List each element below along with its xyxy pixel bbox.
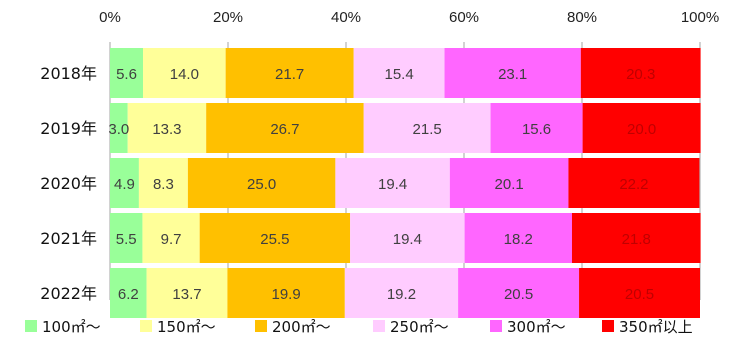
bar-segment (187, 158, 336, 208)
data-label: 25.0 (247, 176, 276, 193)
legend-swatch (255, 320, 267, 332)
bar-segment (571, 213, 701, 263)
legend-label: 150㎡〜 (157, 318, 216, 336)
data-label: 6.2 (118, 286, 139, 303)
bar-segment (350, 213, 465, 263)
data-label: 15.6 (522, 121, 551, 138)
bar-segment (353, 48, 445, 98)
bar-segment (146, 268, 228, 318)
data-label: 14.0 (170, 66, 199, 83)
x-tick-label: 100% (681, 9, 719, 26)
bar-segment (344, 268, 459, 318)
data-label: 8.3 (153, 176, 174, 193)
data-label: 19.4 (393, 231, 422, 248)
bar-segment (568, 158, 700, 208)
bar-segment (199, 213, 351, 263)
data-label: 19.2 (387, 286, 416, 303)
category-label: 2022年 (40, 284, 97, 303)
legend-swatch (490, 320, 502, 332)
data-label: 5.5 (116, 231, 137, 248)
data-label: 20.1 (495, 176, 524, 193)
bar-segment (127, 103, 207, 153)
data-label: 13.3 (152, 121, 181, 138)
legend-swatch (373, 320, 385, 332)
bar-segment (206, 103, 364, 153)
x-tick-label: 80% (567, 9, 597, 26)
data-labels: 5.6 14.0 21.7 15.4 23.1 20.3 3.0 13.3 26.7 21.5 15… (108, 66, 656, 303)
bar-segment (110, 103, 128, 153)
data-label: 5.6 (116, 66, 137, 83)
bar-segment (464, 213, 572, 263)
bar-segment (138, 158, 188, 208)
x-tick-label: 0% (99, 9, 121, 26)
data-label: 15.4 (384, 66, 413, 83)
bar-segment (449, 158, 569, 208)
data-label: 20.5 (625, 286, 654, 303)
data-label: 9.7 (161, 231, 182, 248)
bar-segment (110, 268, 147, 318)
data-label: 3.0 (108, 121, 129, 138)
data-label: 23.1 (498, 66, 527, 83)
legend-label: 200㎡〜 (272, 318, 331, 336)
x-tick-label: 60% (449, 9, 479, 26)
bar-segment (458, 268, 580, 318)
x-axis-ticks: 0% 20% 40% 60% 80% 100% (99, 9, 719, 26)
legend-swatch (602, 320, 614, 332)
data-label: 4.9 (114, 176, 135, 193)
legend-label: 350㎡以上 (619, 318, 693, 336)
bar-segment (110, 213, 143, 263)
data-label: 21.8 (622, 231, 651, 248)
bar-segment (580, 48, 701, 98)
data-label: 20.3 (626, 66, 655, 83)
bars (110, 48, 701, 318)
category-label: 2020年 (40, 174, 97, 193)
legend-label: 250㎡〜 (390, 318, 449, 336)
data-label: 22.2 (619, 176, 648, 193)
data-label: 18.2 (504, 231, 533, 248)
x-tick-label: 20% (213, 9, 243, 26)
category-labels: 2018年 2019年 2020年 2021年 2022年 (40, 64, 97, 303)
bar-segment (335, 158, 450, 208)
category-label: 2018年 (40, 64, 97, 83)
data-label: 21.7 (275, 66, 304, 83)
legend: 100㎡〜 150㎡〜 200㎡〜 250㎡〜 300㎡〜 350㎡以上 (25, 318, 693, 336)
bar-segment (490, 103, 583, 153)
bar-segment (363, 103, 491, 153)
data-label: 19.4 (378, 176, 407, 193)
legend-label: 300㎡〜 (507, 318, 566, 336)
x-tick-label: 40% (331, 9, 361, 26)
bar-segment (143, 48, 226, 98)
bar-segment (444, 48, 581, 98)
data-label: 25.5 (260, 231, 289, 248)
legend-swatch (25, 320, 37, 332)
legend-swatch (140, 320, 152, 332)
bar-segment (582, 103, 701, 153)
bar-segment (227, 268, 345, 318)
data-label: 20.0 (627, 121, 656, 138)
bar-segment (579, 268, 700, 318)
bar-segment (110, 48, 144, 98)
category-label: 2021年 (40, 229, 97, 248)
bar-segment (110, 158, 139, 208)
bar-segment (225, 48, 354, 98)
data-label: 13.7 (172, 286, 201, 303)
data-label: 19.9 (272, 286, 301, 303)
legend-label: 100㎡〜 (42, 318, 101, 336)
data-label: 20.5 (504, 286, 533, 303)
data-label: 26.7 (270, 121, 299, 138)
data-label: 21.5 (413, 121, 442, 138)
bar-segment (142, 213, 200, 263)
category-label: 2019年 (40, 119, 97, 138)
